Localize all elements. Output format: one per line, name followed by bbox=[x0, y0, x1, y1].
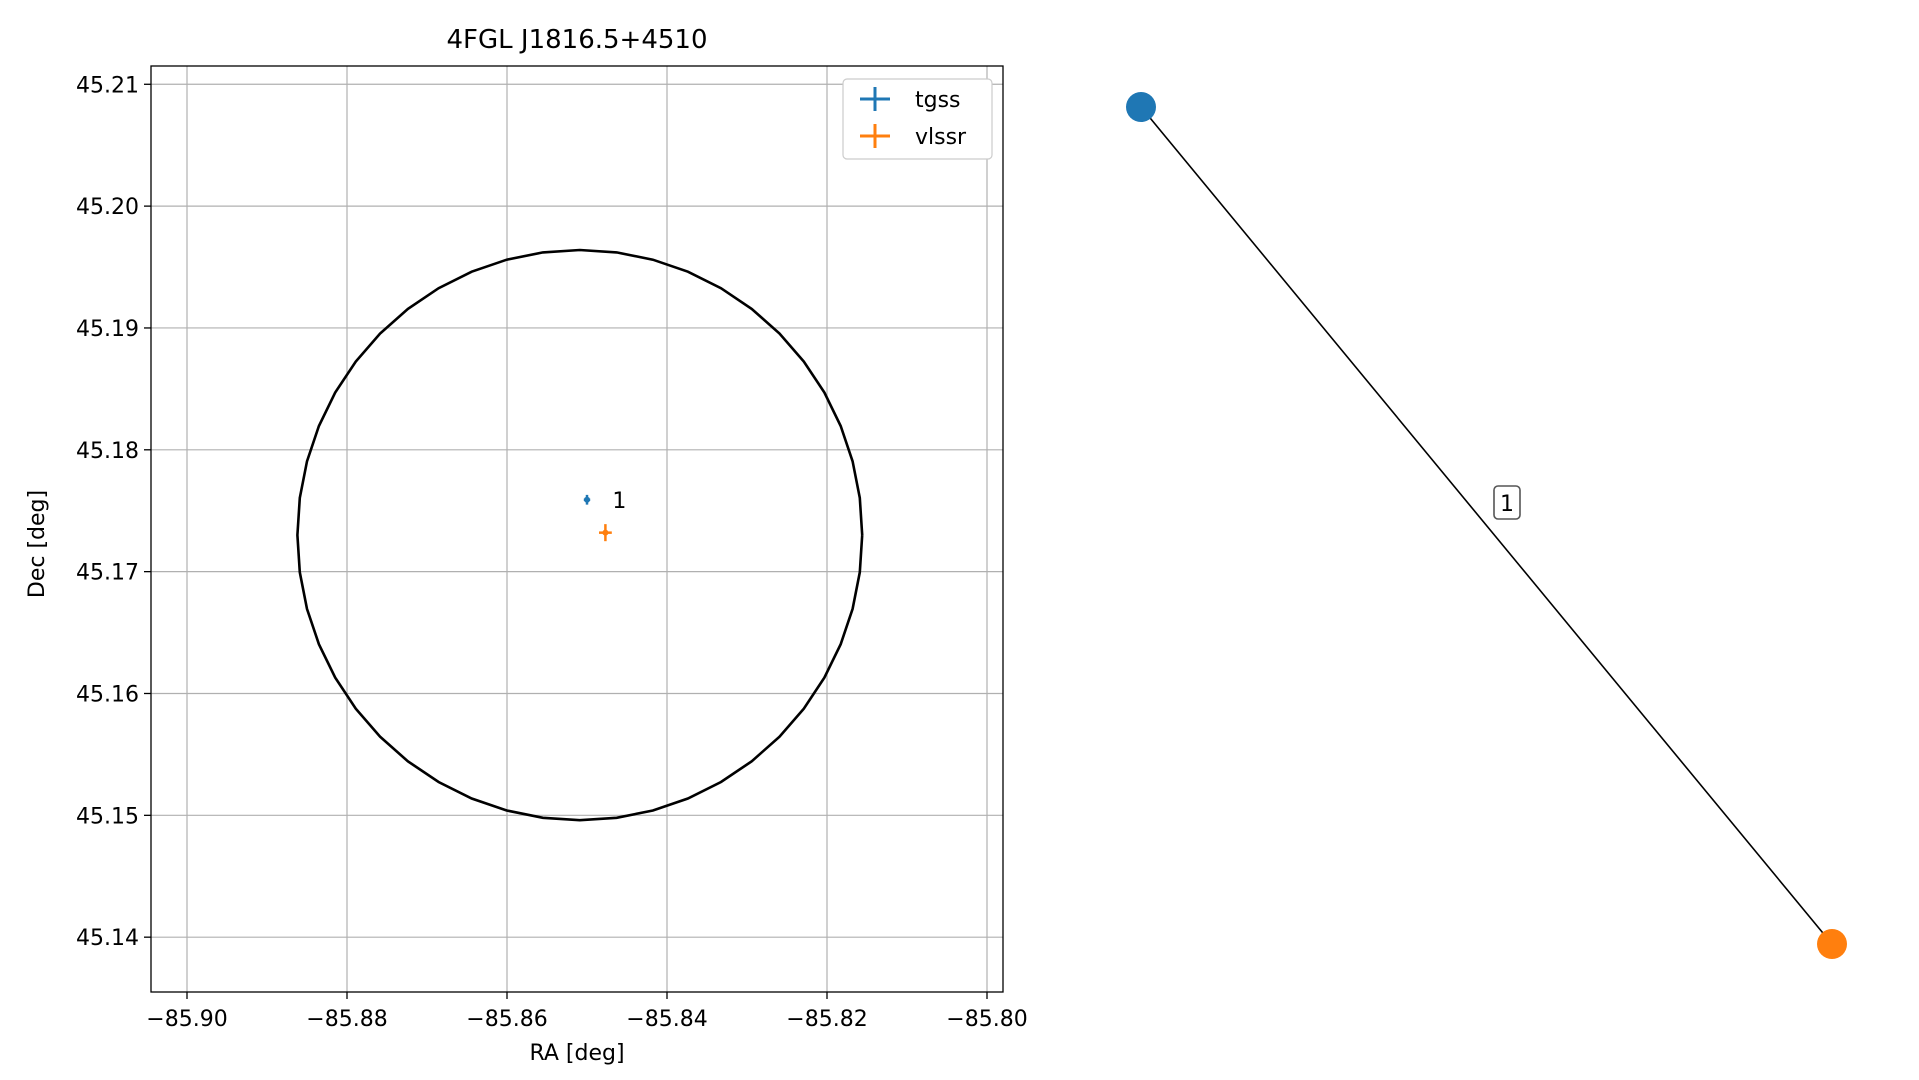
graph-node-tgss bbox=[1126, 92, 1156, 122]
point-vlssr bbox=[602, 529, 609, 536]
data-points: 1 bbox=[583, 489, 626, 542]
legend: tgss vlssr bbox=[842, 78, 993, 160]
y-tick-label: 45.20 bbox=[76, 195, 139, 220]
y-tick-label: 45.18 bbox=[76, 439, 139, 464]
x-axis-label: RA [deg] bbox=[529, 1041, 624, 1066]
y-axis-label: Dec [deg] bbox=[25, 490, 50, 598]
graph-edge-label: 1 bbox=[1493, 485, 1521, 520]
point-annotation: 1 bbox=[612, 489, 626, 514]
y-axis-ticks: 45.14 45.15 45.16 45.17 45.18 45.19 45.20 45.21 bbox=[76, 73, 151, 951]
graph-node-vlssr bbox=[1817, 929, 1847, 959]
legend-item-tgss: tgss bbox=[860, 87, 961, 113]
graph-edge bbox=[1140, 106, 1833, 945]
axes-frame bbox=[150, 65, 1004, 993]
y-tick-label: 45.19 bbox=[76, 317, 139, 342]
x-tick-label: −85.84 bbox=[626, 1007, 707, 1032]
x-tick-label: −85.82 bbox=[786, 1007, 867, 1032]
y-tick-label: 45.16 bbox=[76, 682, 139, 707]
x-tick-label: −85.80 bbox=[946, 1007, 1027, 1032]
sky-plot-panel: 1 −85.90 −85.88 −85.86 −85.84 −85.82 −85.80 4… bbox=[25, 25, 1028, 1066]
y-tick-label: 45.21 bbox=[76, 73, 139, 98]
x-tick-label: −85.88 bbox=[306, 1007, 387, 1032]
legend-label-vlssr: vlssr bbox=[915, 125, 967, 150]
y-tick-label: 45.17 bbox=[76, 561, 139, 586]
legend-item-vlssr: vlssr bbox=[860, 124, 967, 150]
y-tick-label: 45.14 bbox=[76, 926, 139, 951]
x-tick-label: −85.86 bbox=[466, 1007, 547, 1032]
x-axis-ticks: −85.90 −85.88 −85.86 −85.84 −85.82 −85.80 bbox=[146, 992, 1028, 1032]
chart-title: 4FGL J1816.5+4510 bbox=[447, 25, 708, 55]
x-tick-label: −85.90 bbox=[146, 1007, 227, 1032]
point-tgss bbox=[584, 496, 590, 503]
y-tick-label: 45.15 bbox=[76, 804, 139, 829]
localization-ellipse bbox=[296, 248, 864, 822]
association-graph-panel: 1 bbox=[1126, 92, 1847, 959]
ellipse-outline bbox=[296, 248, 864, 822]
graph-edge-label-text: 1 bbox=[1500, 492, 1514, 517]
legend-label-tgss: tgss bbox=[915, 88, 961, 113]
